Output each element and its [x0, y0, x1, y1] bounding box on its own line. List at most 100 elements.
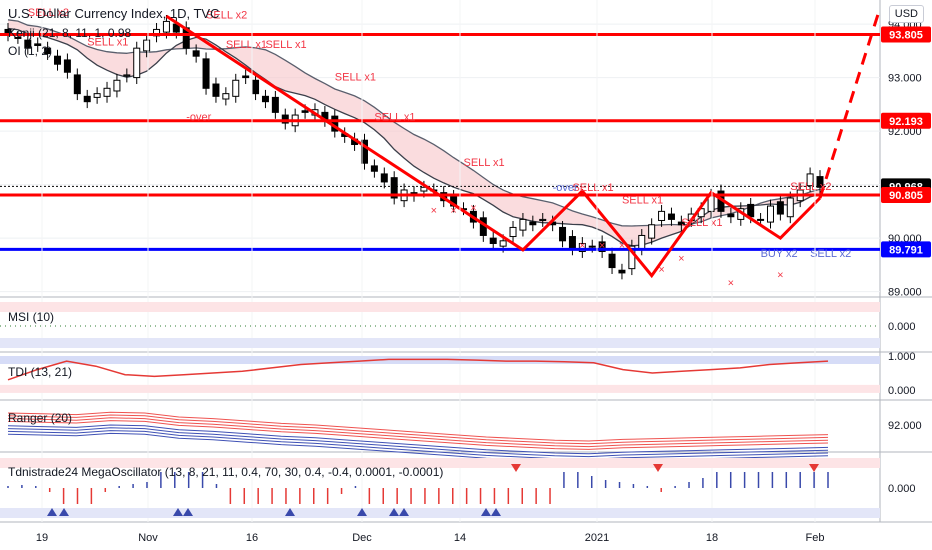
ranger-y-tick: 92.000 [888, 420, 922, 432]
mega-buy-triangle [173, 508, 183, 516]
signal-label: SELL x1 [87, 36, 128, 48]
price-level-label: 89.791 [889, 244, 923, 256]
candle-body [598, 241, 606, 253]
candle-body [509, 226, 517, 238]
msi-upper-band [0, 302, 880, 312]
x-tick-label: 2021 [585, 532, 609, 544]
candle-body [123, 74, 131, 77]
signal-label: SELL x1 [335, 71, 376, 83]
candle-body [281, 114, 289, 124]
x-tick-label: 16 [246, 532, 258, 544]
candle-body [133, 47, 141, 79]
signal-label: SELL x1 [464, 157, 505, 169]
mega-buy-triangle [491, 508, 501, 516]
price-level-badge [881, 26, 931, 43]
candle-body [380, 173, 388, 183]
ranger-pane-label[interactable]: Ranger (20) [8, 411, 73, 425]
candle-body [816, 176, 824, 188]
candle-body [776, 201, 784, 215]
candle-body [212, 83, 220, 97]
oi-indicator-label[interactable]: OI (1, 2) [8, 44, 53, 58]
currency-badge[interactable]: USD [888, 5, 924, 23]
candle-body [559, 226, 567, 242]
y-tick-label: 93.000 [888, 73, 922, 85]
signal-label: SELL x1 [374, 111, 415, 123]
mega-oscillator-pane-label[interactable]: Tdnistrade24 MegaOscillator (13, 8, 21, … [8, 465, 444, 479]
mega-buy-triangle [285, 508, 295, 516]
mega-sell-triangle [511, 464, 521, 472]
signal-label: SELL x2 [810, 248, 851, 260]
x-tick-label: 19 [36, 532, 48, 544]
candle-body [519, 218, 527, 231]
candle-body [588, 245, 596, 248]
candle-body [806, 173, 814, 187]
candle-body [24, 39, 32, 49]
signal-label: -over [186, 111, 211, 123]
ranger-upper-line [7, 417, 829, 448]
x-tick-label: Nov [138, 532, 158, 544]
mega-buy-triangle [399, 508, 409, 516]
candle-body [143, 39, 151, 52]
price-level-label: 93.805 [889, 30, 923, 42]
candle-body [786, 197, 794, 218]
mega-buy-triangle [389, 508, 399, 516]
candle-body [578, 242, 586, 253]
ranger-lower-line [7, 430, 829, 460]
x-marker: × [470, 202, 476, 214]
candle-body [766, 205, 774, 223]
candle-body [747, 203, 755, 218]
ranger-upper-line [7, 414, 829, 445]
candle-body [677, 221, 685, 226]
msi-lower-band [0, 338, 880, 348]
price-level-badge [881, 112, 931, 129]
ranger-lower-line [7, 424, 829, 455]
candle-body [301, 110, 309, 113]
candle-body [192, 50, 200, 57]
price-level-badge [881, 241, 931, 258]
candle-body [222, 93, 230, 100]
mega-buy-triangle [481, 508, 491, 516]
candle-body [63, 59, 71, 73]
kenji-indicator-label[interactable]: Kenji (21, 8, 11, 1, 0.98 [8, 26, 132, 40]
candle-body [648, 224, 656, 239]
candle-body [360, 139, 368, 164]
signal-label: SELL x1 [226, 39, 267, 51]
candle-body [103, 87, 111, 97]
x-tick-label: 14 [454, 532, 466, 544]
candle-body [252, 79, 260, 95]
x-marker: × [728, 277, 734, 289]
tdi-line [7, 358, 829, 381]
tdi-pane-label[interactable]: TDI (13, 21) [8, 365, 73, 379]
candle-body [162, 20, 170, 33]
mega-y-tick: 0.000 [888, 483, 916, 495]
price-level-label: 92.193 [889, 116, 923, 128]
x-marker: × [579, 240, 585, 252]
mega-buy-triangle [357, 508, 367, 516]
x-tick-label: 18 [706, 532, 718, 544]
price-level-badge [881, 187, 931, 204]
signal-label: SELL x1 [622, 194, 663, 206]
x-marker: × [599, 240, 605, 252]
msi-pane-label[interactable]: MSI (10) [8, 310, 55, 324]
candle-body [529, 221, 537, 226]
candle-body [420, 186, 428, 192]
msi-y-tick: 0.000 [888, 321, 916, 333]
mega-sell-triangle [809, 464, 819, 472]
candle-body [242, 75, 250, 79]
x-marker: × [450, 205, 456, 217]
candle-body [44, 47, 52, 55]
tdi-lower-band [0, 384, 880, 393]
candle-body [568, 236, 576, 250]
candle-body [54, 55, 62, 65]
candle-body [638, 234, 646, 250]
candle-body [83, 95, 91, 103]
mega-lower-band [0, 508, 880, 518]
trend-projection [818, 7, 882, 199]
chart-title: U.S. Dollar Currency Index, 1D, TVC [8, 6, 220, 21]
candle-body [727, 213, 735, 218]
x-tick-label: Dec [352, 532, 372, 544]
signal-label: SELL x2 [206, 10, 247, 22]
signal-label: BUY x2 [761, 248, 798, 260]
mega-upper-band [0, 458, 880, 468]
